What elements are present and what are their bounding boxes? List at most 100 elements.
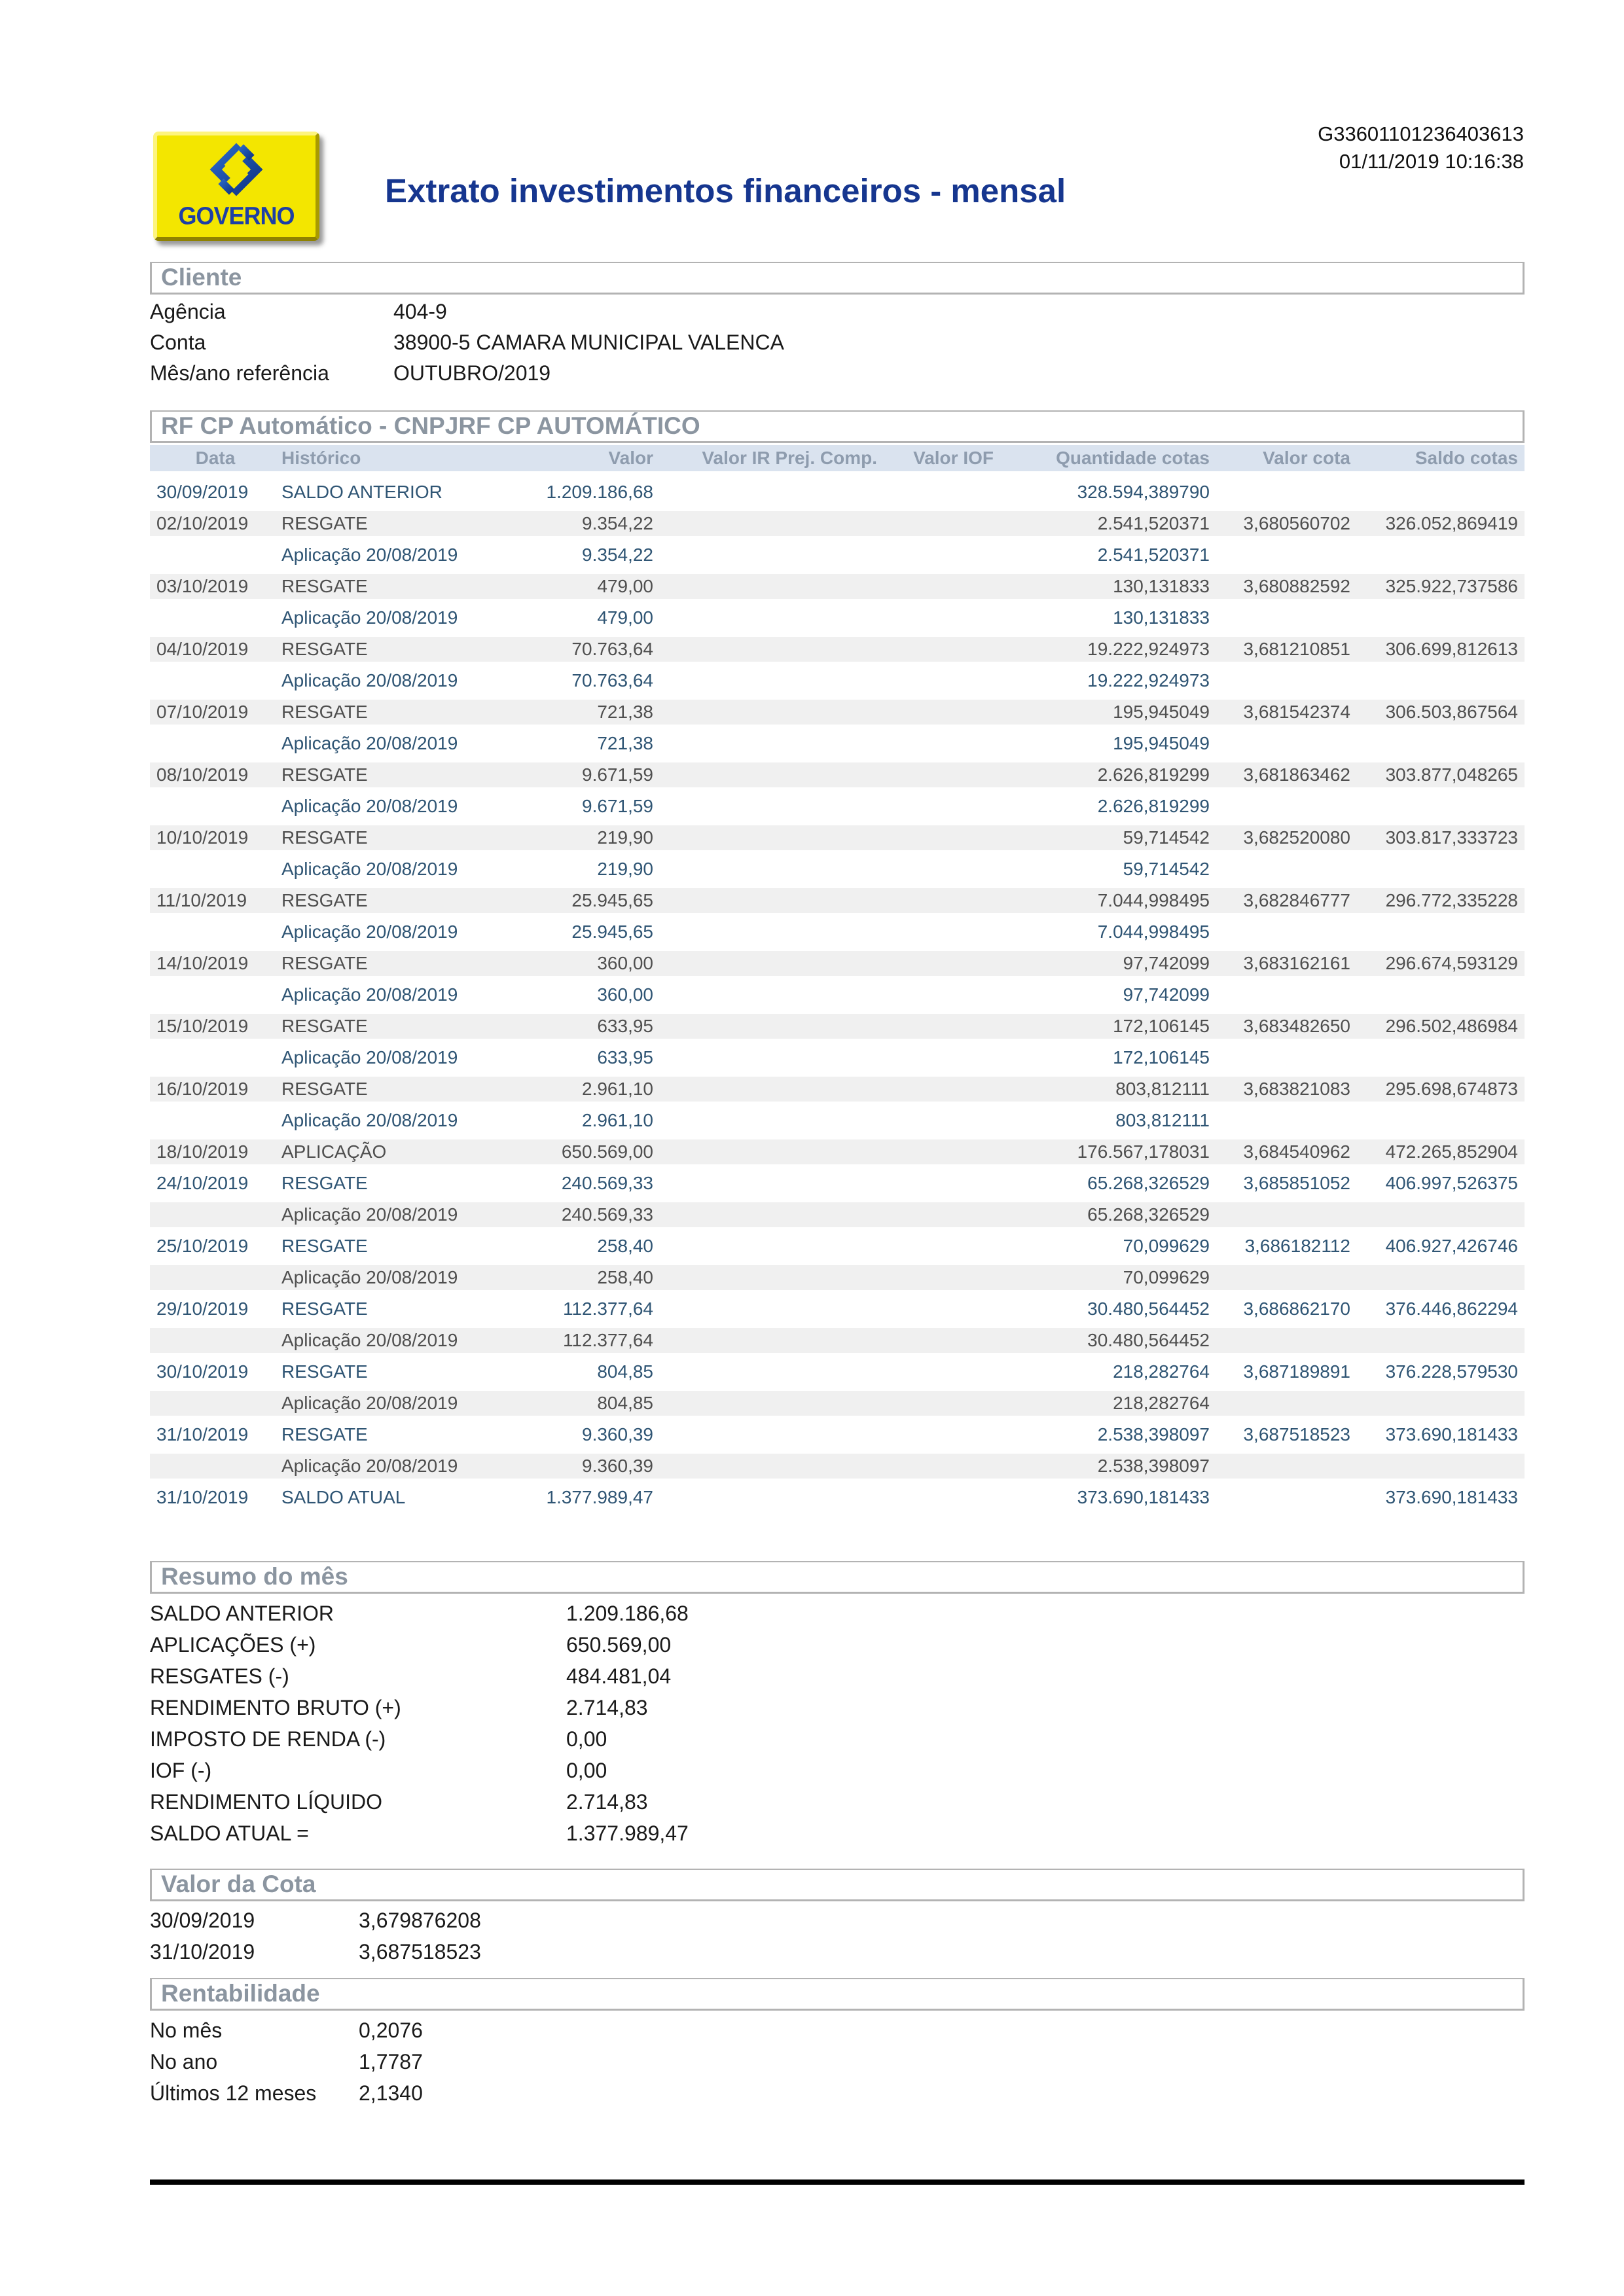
- cell-valor-ir: [654, 696, 878, 728]
- cell-valor-ir: [654, 1199, 878, 1230]
- table-row: Aplicação 20/08/2019 633,95 172,106145: [150, 1042, 1525, 1073]
- cell-date: 08/10/2019: [150, 759, 281, 791]
- cell-date: [150, 1325, 281, 1356]
- document-title: Extrato investimentos financeiros - mens…: [385, 172, 1066, 209]
- cell-valor-iof: [878, 1419, 994, 1450]
- resumo-item-row: RENDIMENTO LÍQUIDO 2.714,83: [150, 1786, 1525, 1818]
- cell-saldo-cotas: [1351, 602, 1525, 634]
- cell-date: [150, 602, 281, 634]
- cell-quantidade-cotas: 176.567,178031: [994, 1136, 1210, 1168]
- cell-date: 30/10/2019: [156, 1361, 249, 1382]
- cell-date: [150, 1262, 281, 1293]
- section-title-rentabilidade: Rentabilidade: [150, 1978, 1525, 2011]
- cell-valor: 804,85: [517, 1388, 654, 1419]
- resumo-label: SALDO ATUAL =: [150, 1821, 309, 1845]
- cell-quantidade-cotas: 803,812111: [1115, 1110, 1210, 1130]
- cell-date: 24/10/2019: [156, 1173, 249, 1193]
- cell-valor: 1.209.186,68: [546, 482, 654, 502]
- cell-valor-iof: [878, 979, 994, 1011]
- cell-valor-iof: [878, 1168, 994, 1199]
- cell-date: 31/10/2019: [156, 1424, 249, 1444]
- cell-valor-ir: [654, 1105, 878, 1136]
- table-row: Aplicação 20/08/2019 112.377,64 30.480,5…: [150, 1325, 1525, 1356]
- cell-valor: 2.961,10: [582, 1110, 653, 1130]
- table-row: Aplicação 20/08/2019 9.354,22 2.541,5203…: [150, 539, 1525, 571]
- cell-valor: 9.354,22: [517, 508, 654, 539]
- cliente-field-row: Conta 38900-5 CAMARA MUNICIPAL VALENCA: [150, 327, 1525, 358]
- cell-valor-iof: [878, 539, 994, 571]
- cell-saldo-cotas: 306.699,812613: [1351, 634, 1525, 665]
- table-row: 25/10/2019 RESGATE 258,40 70,099629 3,68…: [150, 1230, 1525, 1262]
- cell-historico: Aplicação 20/08/2019: [281, 670, 458, 691]
- table-row: 29/10/2019 RESGATE 112.377,64 30.480,564…: [150, 1293, 1525, 1325]
- cell-valor-iof: [878, 1105, 994, 1136]
- cell-valor: 479,00: [597, 607, 653, 628]
- cell-historico: SALDO ANTERIOR: [281, 482, 442, 502]
- table-row: 16/10/2019 RESGATE 2.961,10 803,812111 3…: [150, 1073, 1525, 1105]
- cell-saldo-cotas: 296.674,593129: [1351, 948, 1525, 979]
- cell-saldo-cotas: [1351, 791, 1525, 822]
- cell-valor-ir: [654, 822, 878, 853]
- cell-valor-cota: [1210, 1388, 1351, 1419]
- cell-quantidade-cotas: 70,099629: [1123, 1236, 1210, 1256]
- cell-saldo-cotas: [1351, 1042, 1525, 1073]
- cell-historico: RESGATE: [281, 885, 517, 916]
- column-header-valor-cota: Valor cota: [1210, 445, 1351, 476]
- cell-valor-cota: [1210, 602, 1351, 634]
- table-row: 31/10/2019 RESGATE 9.360,39 2.538,398097…: [150, 1419, 1525, 1450]
- cell-valor-cota: 3,685851052: [1243, 1173, 1350, 1193]
- footer-divider: [150, 2179, 1525, 2185]
- table-row: 30/10/2019 RESGATE 804,85 218,282764 3,6…: [150, 1356, 1525, 1388]
- cell-valor-iof: [878, 1325, 994, 1356]
- cell-valor-ir: [654, 1388, 878, 1419]
- table-row: Aplicação 20/08/2019 219,90 59,714542: [150, 853, 1525, 885]
- table-row: 11/10/2019 RESGATE 25.945,65 7.044,99849…: [150, 885, 1525, 916]
- cell-quantidade-cotas: 2.626,819299: [994, 759, 1210, 791]
- cell-valor-ir: [654, 665, 878, 696]
- column-header-data: Data: [150, 445, 281, 476]
- bank-logo-symbol-icon: [204, 135, 269, 203]
- cell-valor-ir: [654, 1042, 878, 1073]
- cell-date: 14/10/2019: [150, 948, 281, 979]
- cell-valor-cota: 3,680560702: [1210, 508, 1351, 539]
- cell-saldo-cotas: 326.052,869419: [1351, 508, 1525, 539]
- table-row: 15/10/2019 RESGATE 633,95 172,106145 3,6…: [150, 1011, 1525, 1042]
- cell-valor: 9.671,59: [517, 759, 654, 791]
- cell-quantidade-cotas: 803,812111: [994, 1073, 1210, 1105]
- cell-quantidade-cotas: 19.222,924973: [1087, 670, 1210, 691]
- valor-cota-value: 3,687518523: [359, 1939, 481, 1964]
- cell-saldo-cotas: [1351, 476, 1525, 508]
- section-title-valor-cota: Valor da Cota: [150, 1869, 1525, 1901]
- cell-valor-ir: [654, 885, 878, 916]
- cell-valor: 721,38: [597, 733, 653, 753]
- valor-cota-date: 31/10/2019: [150, 1939, 255, 1964]
- cell-quantidade-cotas: 195,945049: [994, 696, 1210, 728]
- cell-valor-iof: [878, 1262, 994, 1293]
- cell-valor-cota: 3,683162161: [1210, 948, 1351, 979]
- cell-valor: 258,40: [517, 1262, 654, 1293]
- cell-valor-ir: [654, 571, 878, 602]
- cell-valor-cota: [1210, 476, 1351, 508]
- resumo-value: 2.714,83: [566, 1695, 648, 1719]
- cell-valor-ir: [654, 791, 878, 822]
- cell-date: 29/10/2019: [156, 1299, 249, 1319]
- rentabilidade-items: No mês 0,2076 No ano 1,7787 Últimos 12 m…: [150, 2015, 1525, 2109]
- cell-historico: RESGATE: [281, 759, 517, 791]
- cell-saldo-cotas: 306.503,867564: [1351, 696, 1525, 728]
- field-label: Conta: [150, 331, 206, 354]
- cell-date: 16/10/2019: [150, 1073, 281, 1105]
- field-value: 38900-5 CAMARA MUNICIPAL VALENCA: [393, 331, 784, 354]
- rentabilidade-value: 0,2076: [359, 2018, 423, 2042]
- cell-quantidade-cotas: 2.538,398097: [1097, 1424, 1210, 1444]
- cell-quantidade-cotas: 195,945049: [1113, 733, 1210, 753]
- cell-saldo-cotas: [1351, 979, 1525, 1011]
- cell-valor-cota: [1210, 539, 1351, 571]
- cell-valor-iof: [878, 1136, 994, 1168]
- resumo-value: 0,00: [566, 1727, 607, 1751]
- cell-valor: 9.354,22: [582, 545, 653, 565]
- rentabilidade-value: 2,1340: [359, 2081, 423, 2105]
- cell-date: [150, 853, 281, 885]
- cell-quantidade-cotas: 7.044,998495: [994, 885, 1210, 916]
- cell-historico: Aplicação 20/08/2019: [281, 1262, 517, 1293]
- table-row: 24/10/2019 RESGATE 240.569,33 65.268,326…: [150, 1168, 1525, 1199]
